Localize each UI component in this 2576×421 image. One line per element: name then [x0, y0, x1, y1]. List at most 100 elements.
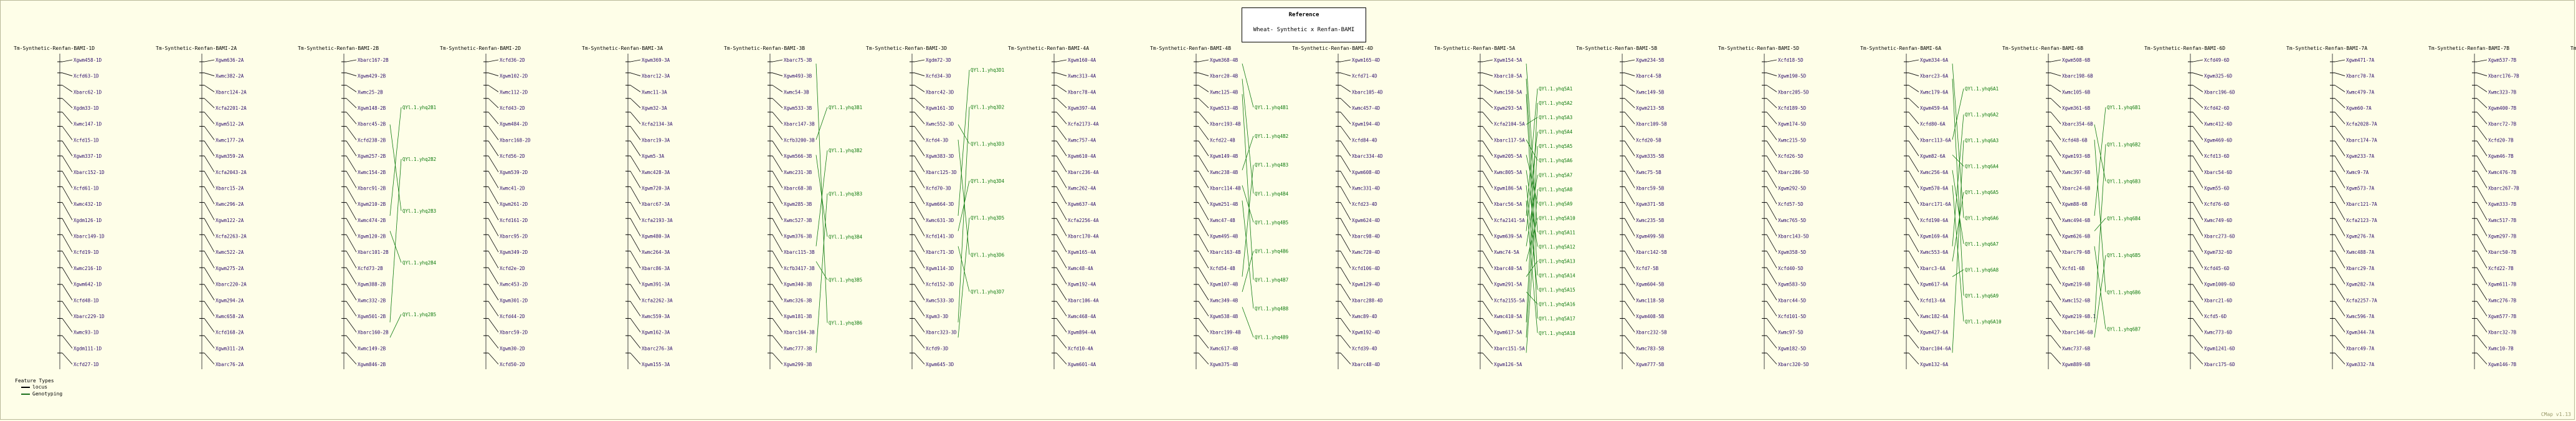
marker-label[interactable]: Xgwm570-6A [1920, 185, 1949, 191]
marker-label[interactable]: Xgwm388-2B [358, 282, 386, 288]
marker-label[interactable]: Xgwm301-2D [500, 298, 528, 303]
marker-label[interactable]: Xwmc231-3B [784, 170, 812, 175]
marker-label[interactable]: Xbarc20-4B [1210, 74, 1238, 79]
marker-label[interactable]: Xcfd70-3D [926, 185, 951, 191]
marker-label[interactable]: Xgwm148-2B [358, 105, 386, 111]
marker-label[interactable]: Xgwm344-7A [2346, 330, 2375, 336]
qtl-label[interactable]: QYl.1.yhq6A8 [1965, 267, 1999, 273]
marker-label[interactable]: Xgwm275-2A [216, 266, 244, 271]
marker-label[interactable]: Xgwm427-6A [1920, 330, 1949, 336]
qtl-label[interactable]: QYl.1.yhq5A13 [1539, 259, 1576, 264]
marker-label[interactable]: Xwmc474-2B [358, 218, 386, 223]
chromosome-title[interactable]: Tm-Synthetic-Renfan-BAMI-5B [1576, 46, 1657, 51]
marker-label[interactable]: Xcfd9-3D [926, 346, 949, 351]
marker-label[interactable]: Xgwm213-5B [1636, 105, 1665, 111]
qtl-label[interactable]: QYl.1.yhq6A1 [1965, 86, 1999, 92]
marker-label[interactable]: Xcfd20-5B [1636, 137, 1661, 143]
qtl-label[interactable]: QYl.1.yhq3D2 [971, 104, 1004, 110]
marker-label[interactable]: Xwmc765-5D [1778, 218, 1807, 223]
marker-label[interactable]: Xbarc170-4A [1068, 234, 1099, 240]
qtl-label[interactable]: QYl.1.yhq5A3 [1539, 115, 1572, 120]
marker-label[interactable]: Xcfd13-6D [2204, 153, 2230, 159]
marker-label[interactable]: Xcfd7-5B [1636, 266, 1659, 271]
marker-label[interactable]: Xcfd152-3D [926, 282, 954, 288]
marker-label[interactable]: Xwmc533-3D [926, 298, 954, 303]
marker-label[interactable]: Xgwm219-6B [2062, 282, 2091, 288]
marker-label[interactable]: Xbarc323-3D [926, 330, 957, 336]
marker-label[interactable]: Xcfd40-5D [1778, 266, 1804, 271]
marker-label[interactable]: Xgwm122-2A [216, 218, 244, 223]
marker-label[interactable]: Xbarc86-3A [642, 266, 670, 271]
marker-label[interactable]: Xgwm539-2D [500, 170, 528, 175]
marker-label[interactable]: Xgwm480-3A [642, 234, 670, 240]
marker-label[interactable]: Xbarc205-5D [1778, 89, 1809, 95]
marker-label[interactable]: Xwmc74-5A [1494, 249, 1519, 255]
marker-label[interactable]: Xcfd2e-2D [500, 266, 525, 271]
chromosome-title[interactable]: Tm-Synthetic-Renfan-BAMI-2B [298, 46, 379, 51]
marker-label[interactable]: Xcfd49-6D [2204, 57, 2230, 63]
marker-label[interactable]: Xbarc59-5B [1636, 185, 1665, 191]
marker-label[interactable]: Xcfa2123-7A [2346, 218, 2377, 223]
marker-label[interactable]: Xcfd23-4D [1352, 201, 1377, 207]
marker-label[interactable]: Xgwm499-5B [1636, 234, 1665, 240]
qtl-label[interactable]: QYl.1.yhq3D1 [971, 67, 1004, 73]
marker-label[interactable]: Xwmc494-6B [2062, 218, 2091, 223]
marker-label[interactable]: Xgwm276-7A [2346, 234, 2375, 240]
marker-label[interactable]: Xwmc596-7A [2346, 314, 2375, 319]
marker-label[interactable]: Xbarc75-3B [784, 57, 812, 63]
marker-label[interactable]: Xwmc125-4B [1210, 89, 1238, 95]
marker-label[interactable]: Xcfd20-7B [2488, 137, 2514, 143]
marker-label[interactable]: Xgwm234-5B [1636, 57, 1665, 63]
marker-label[interactable]: Xbarc106-4A [1068, 298, 1099, 303]
marker-label[interactable]: Xwmc276-7B [2488, 298, 2517, 303]
marker-label[interactable]: Xwmc397-6B [2062, 170, 2091, 175]
marker-label[interactable]: Xgwm186-5A [1494, 185, 1523, 191]
marker-label[interactable]: Xcfd73-2B [358, 266, 383, 271]
qtl-label[interactable]: QYl.1.yhq6A6 [1965, 215, 1999, 221]
marker-label[interactable]: Xbarc15-2A [216, 185, 244, 191]
marker-label[interactable]: Xgdm33-1D [74, 105, 99, 111]
marker-label[interactable]: Xwmc453-2D [500, 282, 528, 288]
marker-label[interactable]: Xgwm469-6D [2204, 137, 2233, 143]
marker-label[interactable]: Xgwm408-5B [1636, 314, 1665, 319]
marker-label[interactable]: Xgwm160-4A [1068, 57, 1096, 63]
marker-label[interactable]: Xwmc238-4B [1210, 170, 1238, 175]
marker-label[interactable]: Xcfd141-3D [926, 234, 954, 240]
marker-label[interactable]: Xbarc109-5B [1636, 122, 1667, 127]
marker-label[interactable]: Xbarc91-2B [358, 185, 386, 191]
marker-label[interactable]: Xbarc125-3D [926, 170, 957, 175]
marker-label[interactable]: Xcfd22-4B [1210, 137, 1235, 143]
marker-label[interactable]: Xbarc176-7B [2488, 74, 2519, 79]
marker-label[interactable]: Xwmc296-2A [216, 201, 244, 207]
qtl-label[interactable]: QYl.1.yhq6A7 [1965, 241, 1999, 247]
qtl-label[interactable]: QYl.1.yhq6B4 [2107, 216, 2141, 221]
marker-label[interactable]: Xgwm642-1D [74, 282, 102, 288]
marker-label[interactable]: Xgwm293-5A [1494, 105, 1523, 111]
marker-label[interactable]: Xgwm484-2D [500, 122, 528, 127]
marker-label[interactable]: Xgwm193-6B [2062, 153, 2091, 159]
marker-label[interactable]: Xwmc432-1D [74, 201, 102, 207]
marker-label[interactable]: Xgwm337-1D [74, 153, 102, 159]
marker-label[interactable]: Xgwm493-3B [784, 74, 812, 79]
marker-label[interactable]: Xgwm297-7B [2488, 234, 2517, 240]
marker-label[interactable]: Xgwm82-6A [1920, 153, 1946, 159]
chromosome-title[interactable]: Tm-Synthetic-Renfan-BAMI-6B [2002, 46, 2083, 51]
marker-label[interactable]: Xcfd48-1D [74, 298, 99, 303]
qtl-label[interactable]: QYl.1.yhq3B5 [829, 278, 862, 283]
marker-label[interactable]: Xbarc149-1D [74, 234, 105, 240]
marker-label[interactable]: Xgwm132-6A [1920, 362, 1949, 367]
marker-label[interactable]: Xbarc32-7B [2488, 330, 2517, 336]
marker-label[interactable]: Xgwm720-3A [642, 185, 670, 191]
marker-label[interactable]: Xgwm566-3B [784, 153, 812, 159]
marker-label[interactable]: Xbarc113-6A [1920, 137, 1951, 143]
marker-label[interactable]: Xgwm107-4B [1210, 282, 1238, 288]
marker-label[interactable]: Xgwm624-4D [1352, 218, 1381, 223]
marker-label[interactable]: Xwmc97-5D [1778, 330, 1804, 336]
marker-label[interactable]: Xgwm429-2B [358, 74, 386, 79]
marker-label[interactable]: Xgwm174-5D [1778, 122, 1807, 127]
marker-label[interactable]: Xgwm537-7B [2488, 57, 2517, 63]
marker-label[interactable]: Xgwm30-2D [500, 346, 525, 351]
marker-label[interactable]: Xcfd44-2D [500, 314, 525, 319]
marker-label[interactable]: Xwmc150-5A [1494, 89, 1523, 95]
marker-label[interactable]: Xgwm361-6B [2062, 105, 2091, 111]
